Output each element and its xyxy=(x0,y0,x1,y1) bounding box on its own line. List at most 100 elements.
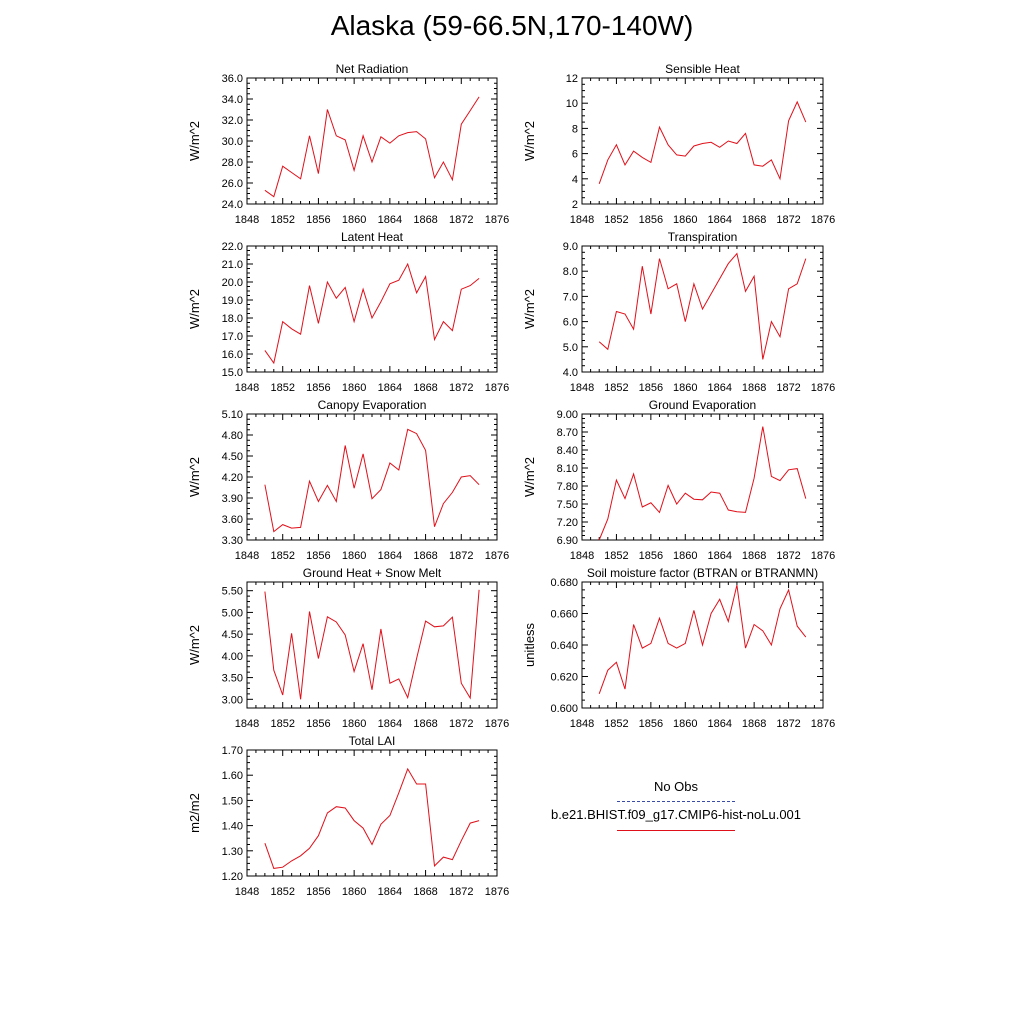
x-tick-label: 1876 xyxy=(811,214,835,226)
chart-title: Ground Evaporation xyxy=(649,398,756,412)
x-tick-label: 1868 xyxy=(413,886,437,898)
series-line xyxy=(264,428,480,533)
y-tick-label: 36.0 xyxy=(222,73,243,85)
x-tick-label: 1860 xyxy=(673,550,697,562)
x-tick-label: 1876 xyxy=(811,718,835,730)
x-tick-label: 1848 xyxy=(235,718,259,730)
y-tick-label: 7.0 xyxy=(563,291,578,303)
x-tick-label: 1872 xyxy=(776,718,800,730)
x-tick-label: 1860 xyxy=(342,886,366,898)
y-tick-label: 2 xyxy=(572,199,578,211)
y-tick-label: 5.00 xyxy=(222,607,243,619)
x-tick-label: 1852 xyxy=(604,382,628,394)
y-tick-label: 22.0 xyxy=(222,241,243,253)
y-tick-label: 24.0 xyxy=(222,199,243,211)
y-tick-label: 7.20 xyxy=(557,517,578,529)
y-tick-label: 6.90 xyxy=(557,535,578,547)
series-line xyxy=(598,100,807,184)
y-tick-label: 18.0 xyxy=(222,313,243,325)
x-tick-label: 1852 xyxy=(270,718,294,730)
x-tick-label: 1848 xyxy=(235,214,259,226)
x-tick-label: 1852 xyxy=(270,382,294,394)
y-tick-label: 12 xyxy=(566,73,578,85)
y-tick-label: 1.40 xyxy=(222,821,243,833)
y-tick-label: 5.50 xyxy=(222,586,243,598)
y-tick-label: 9.00 xyxy=(557,409,578,421)
series-line xyxy=(598,584,807,694)
y-axis-label: W/m^2 xyxy=(522,457,537,497)
chart-panel-7: Ground Heat + Snow Melt W/m^2 1848 1852 1856… xyxy=(187,566,509,730)
x-tick-label: 1852 xyxy=(604,214,628,226)
x-tick-label: 1868 xyxy=(742,718,766,730)
x-tick-label: 1864 xyxy=(378,214,402,226)
x-tick-label: 1856 xyxy=(639,382,663,394)
y-tick-label: 15.0 xyxy=(222,367,243,379)
y-axis-label: W/m^2 xyxy=(522,121,537,161)
chart-panel-5: Canopy Evaporation W/m^2 1848 1852 1856 1860 1… xyxy=(187,398,509,562)
x-tick-label: 1876 xyxy=(811,550,835,562)
y-tick-label: 0.680 xyxy=(550,577,578,589)
y-tick-label: 7.80 xyxy=(557,481,578,493)
x-tick-label: 1852 xyxy=(270,886,294,898)
x-tick-label: 1860 xyxy=(342,550,366,562)
x-tick-label: 1868 xyxy=(742,382,766,394)
series-line xyxy=(264,262,480,365)
x-tick-label: 1868 xyxy=(413,214,437,226)
y-tick-label: 4.0 xyxy=(563,367,578,379)
y-tick-label: 34.0 xyxy=(222,94,243,106)
chart-title: Latent Heat xyxy=(341,230,404,244)
x-tick-label: 1868 xyxy=(413,550,437,562)
y-axis-label: m2/m2 xyxy=(187,793,202,833)
y-tick-label: 4.80 xyxy=(222,430,243,442)
chart-title: Total LAI xyxy=(349,734,396,748)
x-tick-label: 1876 xyxy=(485,886,509,898)
x-tick-label: 1852 xyxy=(270,550,294,562)
x-tick-label: 1848 xyxy=(235,382,259,394)
plot-frame xyxy=(246,245,498,373)
y-tick-label: 0.620 xyxy=(550,672,578,684)
x-tick-label: 1876 xyxy=(485,718,509,730)
chart-panel-9: Total LAI m2/m2 1848 1852 1856 1860 1864 1868 18… xyxy=(187,734,509,898)
y-tick-label: 9.0 xyxy=(563,241,578,253)
series-line xyxy=(264,589,480,700)
chart-panel-3: Latent Heat W/m^2 1848 1852 1856 1860 1864 1868… xyxy=(187,230,509,394)
x-tick-label: 1868 xyxy=(742,214,766,226)
y-tick-label: 3.50 xyxy=(222,673,243,685)
y-tick-label: 1.60 xyxy=(222,770,243,782)
y-tick-label: 3.90 xyxy=(222,493,243,505)
legend-obs-line xyxy=(617,801,735,802)
y-axis-label: W/m^2 xyxy=(187,457,202,497)
y-tick-label: 1.50 xyxy=(222,795,243,807)
y-tick-label: 3.00 xyxy=(222,694,243,706)
x-tick-label: 1856 xyxy=(306,886,330,898)
plot-frame xyxy=(581,77,824,205)
y-tick-label: 19.0 xyxy=(222,295,243,307)
y-tick-label: 8.10 xyxy=(557,463,578,475)
y-tick-label: 4.20 xyxy=(222,472,243,484)
x-tick-label: 1860 xyxy=(342,718,366,730)
plot-frame xyxy=(246,77,498,205)
y-tick-label: 8 xyxy=(572,123,578,135)
x-tick-label: 1872 xyxy=(776,382,800,394)
page-title: Alaska (59-66.5N,170-140W) xyxy=(330,10,694,41)
y-tick-label: 17.0 xyxy=(222,331,243,343)
x-tick-label: 1872 xyxy=(449,718,473,730)
legend-model-label: b.e21.BHIST.f09_g17.CMIP6-hist-noLu.001 xyxy=(550,807,802,822)
x-tick-label: 1848 xyxy=(570,214,594,226)
x-tick-label: 1856 xyxy=(306,718,330,730)
chart-title: Soil moisture factor (BTRAN or BTRANMN) xyxy=(587,566,818,580)
x-tick-label: 1848 xyxy=(235,886,259,898)
x-tick-label: 1848 xyxy=(570,718,594,730)
chart-panel-6: Ground Evaporation W/m^2 1848 1852 1856 1860 1… xyxy=(522,398,835,562)
chart-panel-1: Net Radiation W/m^2 1848 1852 1856 1860 1864 18… xyxy=(187,62,509,226)
chart-panel-4: Transpiration W/m^2 1848 1852 1856 1860 1864 18… xyxy=(522,230,835,394)
y-tick-label: 16.0 xyxy=(222,349,243,361)
x-tick-label: 1864 xyxy=(707,550,731,562)
y-tick-label: 4.00 xyxy=(222,651,243,663)
x-tick-label: 1856 xyxy=(306,550,330,562)
y-tick-label: 26.0 xyxy=(222,178,243,190)
plot-frame xyxy=(246,413,498,541)
legend-obs-label: No Obs xyxy=(653,779,699,794)
x-tick-label: 1872 xyxy=(449,382,473,394)
